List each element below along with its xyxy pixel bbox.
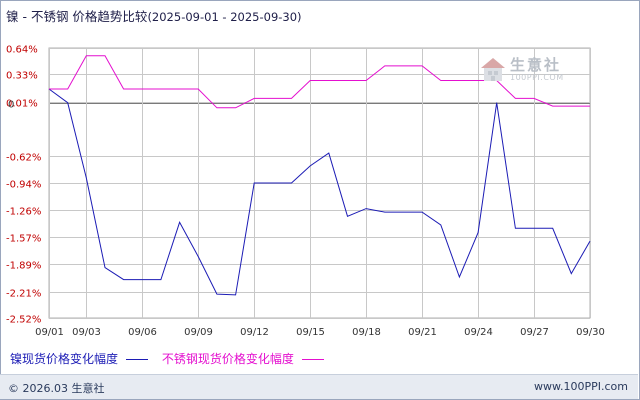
footer-copyright: © 2026.03 生意社	[8, 382, 105, 395]
x-tick-label: 09/01	[35, 327, 64, 338]
x-tick-label: 09/09	[184, 327, 213, 338]
y-tick-label: -1.26%	[6, 207, 41, 218]
legend-label-nickel: 镍现货价格变化幅度	[10, 352, 119, 366]
watermark: 生意社 100PPI.COM	[478, 54, 582, 84]
x-tick-label: 09/06	[128, 327, 157, 338]
footer-site-link[interactable]: www.100PPI.com	[534, 380, 628, 393]
legend-swatch-steel	[301, 359, 324, 360]
y-tick-label: -2.52%	[6, 315, 41, 326]
watermark-name: 生意社	[510, 56, 562, 74]
x-tick-label: 09/30	[576, 327, 605, 338]
legend-swatch-nickel	[126, 359, 149, 360]
y-tick-label: -0.62%	[6, 153, 41, 164]
x-tick-label: 09/18	[352, 327, 381, 338]
y-tick-label: -1.89%	[6, 261, 41, 272]
chart-legend: 镍现货价格变化幅度 不锈钢现货价格变化幅度	[10, 350, 334, 367]
legend-item-nickel: 镍现货价格变化幅度	[10, 350, 158, 367]
y-tick-label: -2.21%	[6, 289, 41, 300]
y-tick-label: 0.64%	[6, 45, 38, 56]
watermark-url: 100PPI.COM	[510, 73, 564, 82]
y-tick-label: -1.57%	[6, 234, 41, 245]
footer-bar: © 2026.03 生意社 www.100PPI.com	[0, 374, 638, 399]
chart-title-range: (2025-09-01 - 2025-09-30)	[147, 10, 302, 24]
legend-label-steel: 不锈钢现货价格变化幅度	[161, 352, 294, 366]
chart-title: 镍 - 不锈钢 价格趋势比较(2025-09-01 - 2025-09-30)	[6, 6, 302, 25]
x-tick-label: 09/24	[464, 327, 493, 338]
x-tick-label: 09/21	[408, 327, 437, 338]
x-tick-label: 09/27	[520, 327, 549, 338]
y-tick-label: 0.01%	[6, 99, 38, 110]
y-tick-label: 0.33%	[6, 71, 38, 82]
y-tick-label: 0	[8, 100, 14, 111]
x-tick-label: 09/15	[296, 327, 325, 338]
house-logo-icon	[481, 58, 505, 81]
y-tick-label: -0.94%	[6, 180, 41, 191]
series-line-nickel	[48, 88, 591, 296]
series-line-steel	[49, 55, 590, 109]
x-tick-label: 09/03	[72, 327, 101, 338]
legend-item-steel: 不锈钢现货价格变化幅度	[162, 350, 334, 367]
x-tick-label: 09/12	[240, 327, 269, 338]
chart-title-main: 镍 - 不锈钢 价格趋势比较	[6, 9, 148, 24]
